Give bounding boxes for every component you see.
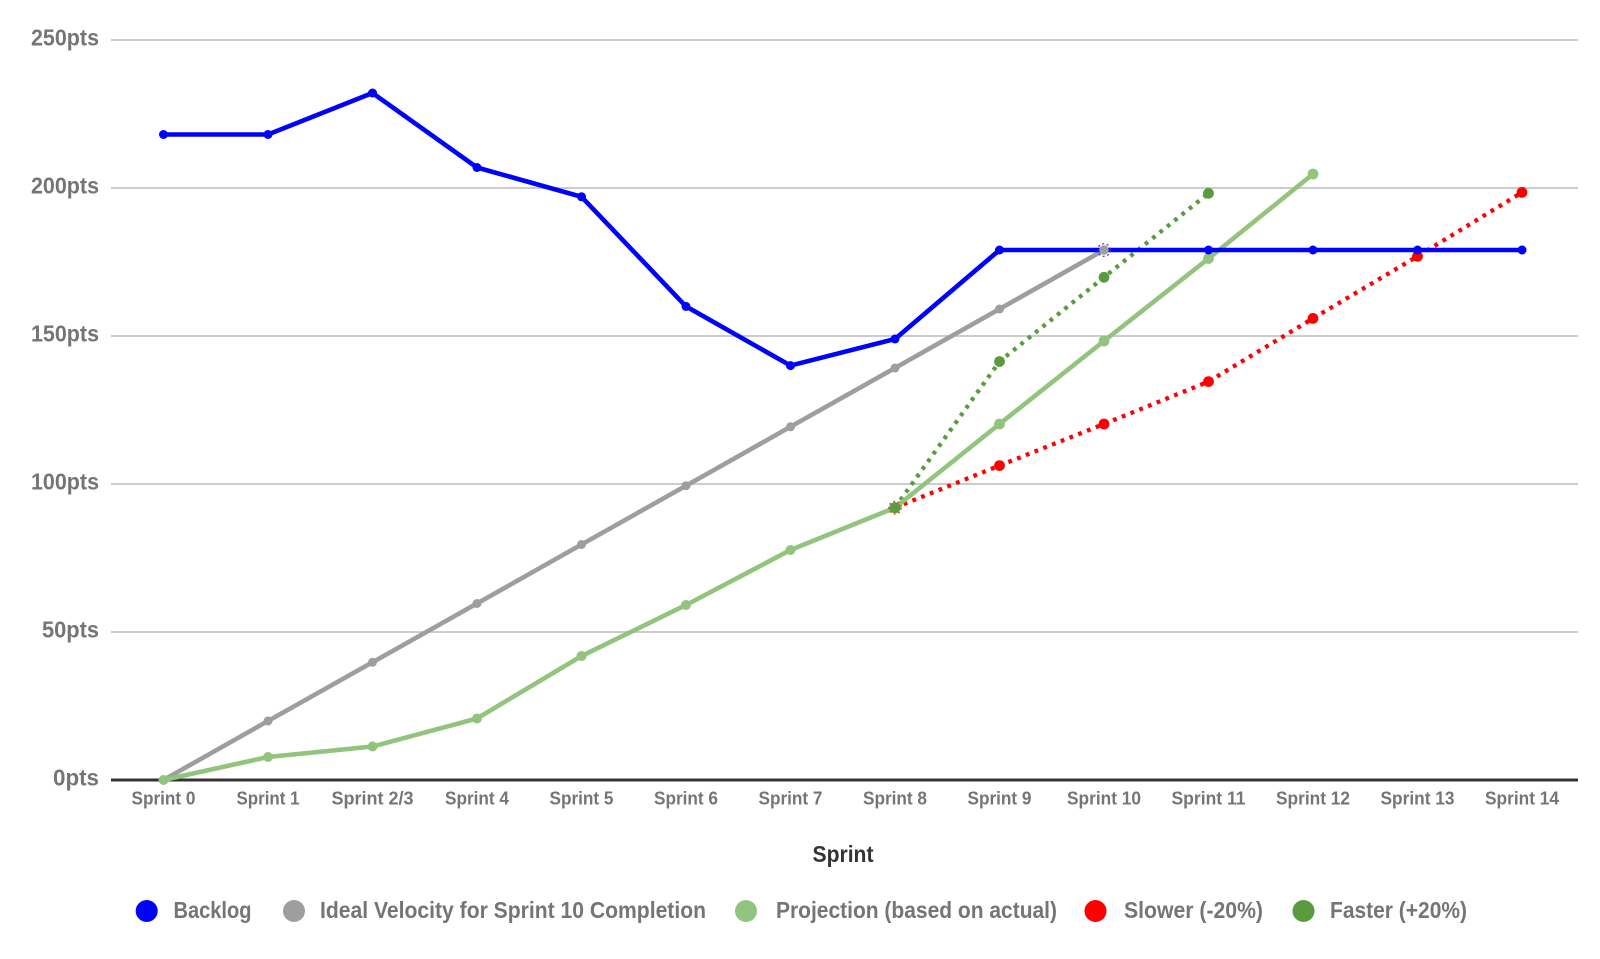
svg-text:150pts: 150pts	[31, 321, 99, 347]
svg-text:Ideal Velocity for Sprint 10 C: Ideal Velocity for Sprint 10 Completion	[320, 897, 706, 923]
svg-text:250pts: 250pts	[31, 25, 99, 51]
svg-text:Sprint 7: Sprint 7	[759, 789, 823, 809]
svg-text:100pts: 100pts	[31, 469, 99, 495]
svg-text:Sprint 10: Sprint 10	[1067, 789, 1141, 809]
svg-text:Sprint 13: Sprint 13	[1381, 789, 1455, 809]
svg-text:Sprint 6: Sprint 6	[654, 789, 718, 809]
svg-text:200pts: 200pts	[31, 173, 99, 199]
svg-text:Sprint 11: Sprint 11	[1172, 789, 1246, 809]
svg-text:50pts: 50pts	[42, 617, 99, 643]
svg-text:Sprint 12: Sprint 12	[1276, 789, 1350, 809]
svg-text:Sprint 8: Sprint 8	[863, 789, 927, 809]
svg-text:Sprint 9: Sprint 9	[968, 789, 1032, 809]
svg-text:Backlog: Backlog	[174, 897, 252, 923]
svg-text:Sprint 5: Sprint 5	[550, 789, 614, 809]
svg-text:Sprint 4: Sprint 4	[445, 789, 509, 809]
svg-text:Faster (+20%): Faster (+20%)	[1330, 897, 1467, 923]
svg-text:Projection (based on actual): Projection (based on actual)	[776, 897, 1057, 923]
svg-text:0pts: 0pts	[53, 765, 99, 791]
svg-text:Sprint 0: Sprint 0	[132, 789, 196, 809]
svg-text:Slower (-20%): Slower (-20%)	[1124, 897, 1263, 923]
svg-text:Sprint 14: Sprint 14	[1485, 789, 1559, 809]
svg-text:Sprint 2/3: Sprint 2/3	[332, 789, 414, 809]
svg-text:Sprint: Sprint	[813, 841, 874, 867]
svg-text:Sprint 1: Sprint 1	[237, 789, 300, 809]
